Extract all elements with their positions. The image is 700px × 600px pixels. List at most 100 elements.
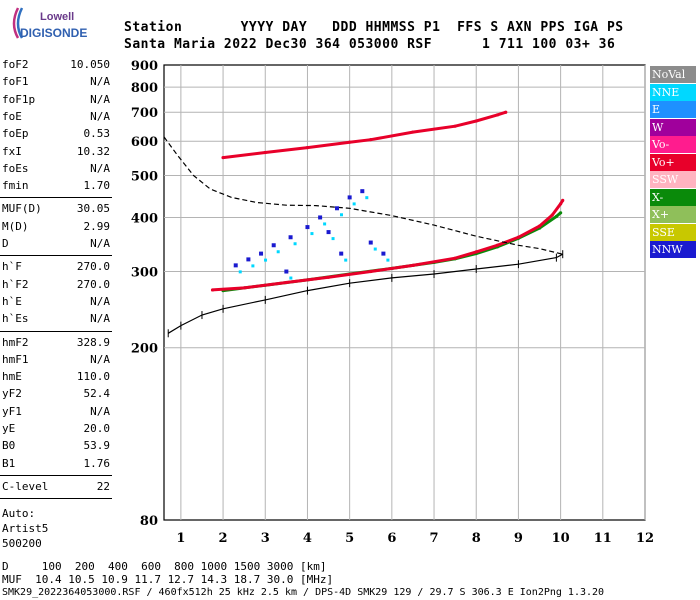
param-name: C-level	[2, 479, 49, 493]
y-tick-label: 400	[131, 211, 158, 226]
param-row: yE 20.0	[2, 422, 110, 439]
param-separator	[0, 197, 112, 199]
param-separator	[0, 255, 112, 257]
param-name: h`Es	[2, 312, 29, 326]
scatter-point	[289, 276, 293, 280]
param-name: foEp	[2, 127, 29, 141]
param-value: 270.0	[76, 277, 110, 291]
scatter-point	[365, 196, 369, 200]
param-row: foF1p N/A	[2, 93, 110, 110]
x-tick-label: 9	[514, 531, 523, 546]
data-marks	[163, 110, 565, 338]
trace-point	[453, 124, 457, 128]
scatter-point	[339, 251, 344, 256]
scatter-point	[368, 240, 373, 245]
scatter-point	[360, 189, 365, 194]
param-name: B0	[2, 439, 16, 453]
legend-item: SSE	[650, 223, 696, 241]
trace-point	[561, 198, 565, 202]
param-row: hmF1 N/A	[2, 353, 110, 370]
legend-item: X+	[650, 206, 696, 223]
x-tick-label: 7	[430, 531, 439, 546]
x-tick-label: 6	[387, 531, 396, 546]
trace-point	[284, 280, 288, 285]
param-value: 22	[96, 479, 110, 493]
param-row: C-level 22	[2, 480, 110, 497]
x-tick-label: 10	[552, 531, 570, 546]
param-name: B1	[2, 456, 16, 470]
trace-point	[242, 286, 246, 290]
y-tick-label: 800	[131, 81, 158, 96]
param-name: hmF2	[2, 335, 29, 349]
param-name: yF2	[2, 387, 22, 401]
param-row: yF1 N/A	[2, 405, 110, 422]
param-value: 110.0	[76, 370, 110, 384]
param-value: 2.99	[83, 219, 111, 233]
param-value: 328.9	[76, 335, 110, 349]
param-row: hmF2 328.9	[2, 336, 110, 353]
param-separator	[0, 330, 112, 332]
legend-item: Vo+	[650, 153, 696, 171]
param-row: M(D) 2.99	[2, 220, 110, 237]
param-value: 20.0	[83, 422, 111, 435]
scatter-point	[323, 222, 327, 226]
legend-item: NNE	[650, 83, 696, 101]
param-name: fxI	[2, 144, 22, 158]
trace-point	[411, 130, 415, 134]
param-name: h`E	[2, 294, 22, 308]
param-name: MUF(D)	[2, 202, 42, 216]
param-name: M(D)	[2, 219, 29, 233]
param-row: foE N/A	[2, 110, 110, 127]
param-name: hmE	[2, 370, 22, 384]
scatter-point	[339, 213, 343, 217]
scatter-point	[373, 247, 377, 251]
x-tick-label: 5	[345, 531, 354, 546]
logo: Lowell DIGISONDE	[8, 6, 88, 42]
trace-point	[495, 113, 499, 117]
scatter-point	[284, 269, 289, 274]
trace-point	[411, 263, 415, 267]
x-tick-label: 1	[176, 531, 185, 546]
trace-point	[305, 145, 310, 150]
param-value: 52.4	[83, 387, 111, 401]
scatter-point	[233, 263, 238, 268]
param-row: yF2 52.4	[2, 387, 110, 404]
trace-point	[263, 150, 267, 155]
param-value: N/A	[90, 109, 110, 123]
scatter-point	[259, 251, 264, 256]
param-row: fmin 1.70	[2, 179, 110, 196]
param-row: hmE 110.0	[2, 370, 110, 387]
trace-2	[222, 110, 507, 160]
scatter-point	[334, 206, 339, 211]
scatter-point	[347, 195, 352, 200]
param-separator	[0, 498, 112, 500]
footer-distance-row: D 100 200 400 600 800 1000 1500 3000 [km…	[2, 560, 327, 573]
legend-item: SSW	[650, 171, 696, 188]
y-tick-label: 600	[131, 135, 158, 150]
param-value: 270.0	[76, 260, 110, 274]
scatter-point	[293, 242, 297, 246]
autoscale-info: 500200	[2, 537, 42, 551]
param-name: fmin	[2, 179, 29, 193]
trace-point	[516, 235, 521, 239]
trace-point	[348, 140, 352, 144]
param-row: B0 53.9	[2, 439, 110, 456]
param-value: 1.70	[83, 179, 111, 193]
legend-item: X-	[650, 188, 696, 206]
param-value: 30.05	[76, 202, 110, 216]
x-tick-label: 12	[636, 531, 654, 546]
trace-point	[495, 243, 499, 247]
param-row: fxI 10.32	[2, 145, 110, 162]
y-tick-label: 900	[131, 59, 158, 74]
profile-curve-lower	[167, 253, 563, 334]
trace-point	[326, 275, 331, 279]
param-name: foEs	[2, 161, 29, 175]
param-name: foE	[2, 109, 22, 123]
scatter-point	[271, 243, 276, 248]
param-value: N/A	[90, 312, 110, 326]
param-row: foF2 10.050	[2, 58, 110, 75]
param-name: h`F	[2, 260, 22, 274]
param-name: hmF1	[2, 352, 29, 366]
parameter-panel: foF2 10.050 foF1 N/A foF1p N/A foE N/A foEp 0.53 f…	[0, 58, 114, 550]
